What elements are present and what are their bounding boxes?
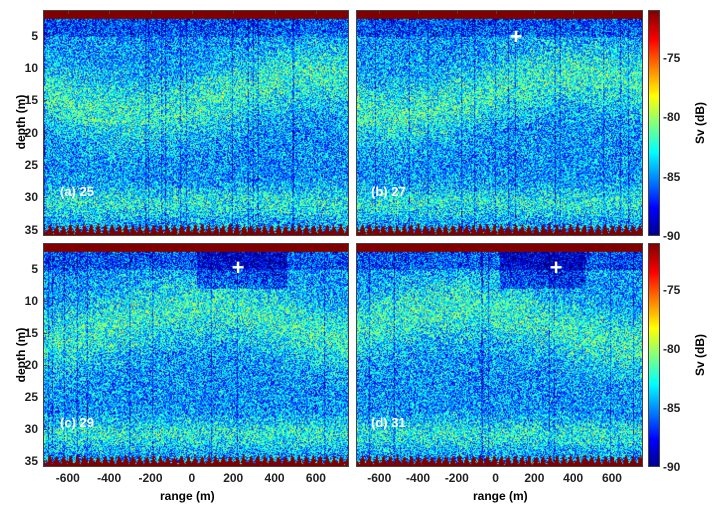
x-tick-label: 400 — [264, 471, 285, 485]
y-tick-label: 15 — [24, 93, 38, 108]
y-tick-label: 30 — [24, 421, 38, 436]
marker-c: + — [231, 255, 245, 280]
x-tick-mark — [573, 10, 575, 14]
y-tick-label: 30 — [24, 190, 38, 205]
x-tick-label: 600 — [601, 471, 622, 485]
x-tick-label: -400 — [97, 471, 122, 485]
y-tick-mark — [43, 132, 47, 134]
colorbar-tick-label: -85 — [663, 401, 681, 416]
y-tick-label: 15 — [24, 325, 38, 340]
x-tick-mark — [379, 10, 381, 14]
panel-d — [356, 243, 643, 467]
x-tick-label: 200 — [223, 471, 244, 485]
y-tick-mark — [43, 164, 47, 166]
y-tick-mark — [43, 460, 47, 462]
x-tick-label: -200 — [444, 471, 469, 485]
x-tick-mark — [611, 10, 613, 14]
y-tick-label: 5 — [31, 28, 38, 43]
panel-c — [43, 243, 349, 467]
echogram-d — [357, 244, 642, 466]
x-tick-mark — [109, 10, 111, 14]
colorbar-tick-label: -80 — [663, 342, 681, 357]
panel-label-c: (c) 29 — [60, 415, 94, 430]
echogram-c — [44, 244, 348, 466]
colorbar-label-bottom: Sv (dB) — [693, 334, 707, 376]
colorbar-tick-label: -75 — [663, 50, 681, 65]
x-tick-mark — [418, 10, 420, 14]
y-tick-label: 20 — [24, 357, 38, 372]
x-tick-label: 0 — [188, 471, 196, 485]
panel-label-b: (b) 27 — [371, 184, 406, 199]
colorbar-bottom — [648, 243, 660, 467]
y-tick-label: 25 — [24, 389, 38, 404]
colorbar-tick-label: -80 — [663, 110, 681, 125]
y-tick-mark — [43, 68, 47, 70]
x-tick-label: -600 — [367, 471, 392, 485]
colorbar-tick-label: -75 — [663, 283, 681, 298]
y-tick-mark — [43, 229, 47, 231]
x-tick-mark — [233, 10, 235, 14]
x-tick-label: -200 — [138, 471, 163, 485]
marker-b: + — [509, 24, 523, 49]
x-tick-label: -600 — [55, 471, 80, 485]
panel-b — [356, 10, 643, 236]
panel-label-a: (a) 25 — [60, 184, 94, 199]
colorbar-label-top: Sv (dB) — [693, 102, 707, 144]
x-axis-label-right: range (m) — [473, 489, 528, 503]
panel-label-d: (d) 31 — [371, 415, 406, 430]
colorbar-tick-label: -90 — [663, 460, 681, 474]
y-tick-mark — [43, 268, 47, 270]
x-tick-mark — [315, 10, 317, 14]
colorbar-tick-label: -85 — [663, 169, 681, 184]
echogram-b — [357, 11, 642, 235]
y-tick-mark — [43, 396, 47, 398]
x-tick-label: -400 — [406, 471, 431, 485]
x-tick-mark — [274, 10, 276, 14]
colorbar-top — [648, 10, 660, 236]
x-tick-mark — [150, 10, 152, 14]
x-tick-mark — [495, 10, 497, 14]
x-tick-mark — [456, 10, 458, 14]
panel-a — [43, 10, 349, 236]
y-tick-label: 20 — [24, 125, 38, 140]
y-tick-mark — [43, 364, 47, 366]
x-tick-label: 600 — [305, 471, 326, 485]
echogram-a — [44, 11, 348, 235]
x-tick-label: 0 — [492, 471, 499, 485]
y-tick-mark — [43, 100, 47, 102]
x-tick-label: 200 — [524, 471, 545, 485]
y-tick-mark — [43, 197, 47, 199]
x-tick-mark — [191, 10, 193, 14]
colorbar-tick-label: -90 — [663, 229, 681, 243]
x-tick-label: 400 — [563, 471, 584, 485]
y-tick-label: 35 — [24, 453, 38, 468]
marker-d: + — [549, 255, 563, 280]
y-tick-mark — [43, 35, 47, 37]
y-tick-label: 10 — [24, 293, 38, 308]
y-tick-label: 35 — [24, 222, 38, 237]
x-axis-label-left: range (m) — [160, 489, 215, 503]
y-tick-mark — [43, 428, 47, 430]
y-tick-label: 5 — [31, 261, 38, 276]
y-tick-mark — [43, 300, 47, 302]
y-tick-label: 25 — [24, 157, 38, 172]
x-tick-mark — [534, 10, 536, 14]
x-tick-mark — [67, 10, 69, 14]
y-tick-mark — [43, 332, 47, 334]
y-tick-label: 10 — [24, 61, 38, 76]
